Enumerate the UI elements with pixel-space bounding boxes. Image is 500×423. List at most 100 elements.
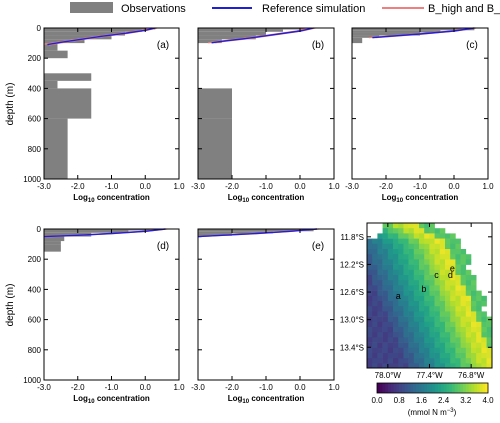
heatmap-cell xyxy=(398,311,404,317)
colorbar-segment xyxy=(440,383,444,393)
heatmap-cell xyxy=(403,233,409,239)
observation-bar xyxy=(44,35,112,40)
observation-bar xyxy=(352,30,441,33)
heatmap-cell xyxy=(424,233,430,239)
heatmap-cell xyxy=(372,254,378,260)
heatmap-cell xyxy=(408,347,415,354)
x-tick-label: -1.0 xyxy=(259,383,273,392)
observation-bar xyxy=(44,241,61,245)
heatmap-cell xyxy=(450,342,456,349)
station-label-d: d xyxy=(448,270,453,280)
heatmap-cell xyxy=(460,353,467,359)
heatmap-cell xyxy=(377,311,383,317)
heatmap-cell xyxy=(403,327,409,333)
heatmap-cell xyxy=(393,332,399,338)
heatmap-cell xyxy=(460,301,467,307)
heatmap-cell xyxy=(445,347,451,354)
heatmap-cell xyxy=(408,301,415,307)
colorbar-segment xyxy=(454,383,458,393)
heatmap-cell xyxy=(419,243,425,250)
heatmap-cell xyxy=(455,337,461,343)
heatmap-cell xyxy=(439,295,446,302)
panel-e: -3.0 -2.0 -1.0 0.0 1.0 (e) Log10 concentration xyxy=(191,228,340,405)
heatmap-cell xyxy=(372,358,378,364)
heatmap-cell xyxy=(408,249,415,255)
legend-reference-label: Reference simulation xyxy=(262,3,365,15)
heatmap-cell xyxy=(413,228,420,234)
heatmap-cell xyxy=(403,269,409,276)
map-x-tick-label: 76.8°W xyxy=(458,371,485,380)
heatmap-cell xyxy=(424,264,430,271)
heatmap-cell xyxy=(372,243,378,250)
x-tick-label: -2.0 xyxy=(225,182,239,191)
heatmap-cell xyxy=(403,332,409,338)
heatmap-cell xyxy=(455,285,461,291)
observation-bar xyxy=(44,29,142,32)
x-tick-label: -2.0 xyxy=(225,383,239,392)
heatmap-cell xyxy=(486,321,492,328)
heatmap-cell xyxy=(413,363,420,368)
heatmap-cell xyxy=(393,301,399,307)
heatmap-cell xyxy=(424,238,430,245)
heatmap-cell xyxy=(486,353,492,359)
heatmap-cell xyxy=(408,285,415,291)
heatmap-cell xyxy=(434,280,441,286)
heatmap-cell xyxy=(367,295,373,302)
heatmap-cell xyxy=(450,332,456,338)
heatmap-cell xyxy=(408,243,415,250)
heatmap-cell xyxy=(408,290,415,297)
heatmap-cell xyxy=(460,363,467,368)
x-tick-label: 0.0 xyxy=(294,383,306,392)
heatmap-cell xyxy=(476,311,482,317)
heatmap-cell xyxy=(455,332,461,338)
heatmap-cell xyxy=(382,285,389,291)
heatmap-cell xyxy=(382,275,389,281)
heatmap-cell xyxy=(486,358,492,364)
colorbar-segment xyxy=(379,383,383,393)
heatmap-cell xyxy=(424,254,430,260)
heatmap-cell xyxy=(403,311,409,317)
heatmap-cell xyxy=(429,358,435,364)
heatmap-cell xyxy=(460,254,467,260)
observation-bar xyxy=(352,32,420,36)
heatmap-cell xyxy=(434,363,441,368)
heatmap-cell xyxy=(382,254,389,260)
heatmap-cell xyxy=(465,327,472,333)
heatmap-cell xyxy=(387,249,394,255)
x-tick-label: -1.0 xyxy=(105,182,119,191)
heatmap-cell xyxy=(393,285,399,291)
heatmap-cell xyxy=(382,337,389,343)
observation-bar xyxy=(352,35,380,38)
panel-c: -3.0 -2.0 -1.0 0.0 1.0 (c) Log10 concentration xyxy=(345,27,494,204)
heatmap-cell xyxy=(429,254,435,260)
heatmap-cell xyxy=(434,316,441,323)
heatmap-cell xyxy=(455,342,461,349)
observation-bar xyxy=(44,31,125,36)
heatmap-cell xyxy=(481,316,487,323)
heatmap-cell xyxy=(450,337,456,343)
heatmap-cell xyxy=(460,342,467,349)
heatmap-cell xyxy=(367,332,373,338)
heatmap-cell xyxy=(429,243,435,250)
heatmap-cell xyxy=(413,332,420,338)
heatmap-cell xyxy=(450,259,456,265)
heatmap-cell xyxy=(382,228,389,234)
heatmap-cell xyxy=(387,269,394,276)
heatmap-cell xyxy=(367,243,373,250)
heatmap-cell xyxy=(445,316,451,323)
heatmap-cell xyxy=(387,275,394,281)
heatmap-cell xyxy=(429,342,435,349)
y-tick-label: 200 xyxy=(28,54,42,63)
colorbar-segment xyxy=(479,383,483,393)
heatmap-cell xyxy=(393,269,399,276)
heatmap-cell xyxy=(403,295,409,302)
reference-line xyxy=(197,228,318,238)
heatmap-cell xyxy=(476,347,482,354)
heatmap-cell xyxy=(387,238,394,245)
heatmap-cell xyxy=(465,363,472,368)
heatmap-cell xyxy=(398,332,404,338)
heatmap-cell xyxy=(429,280,435,286)
heatmap-cell xyxy=(387,353,394,359)
heatmap-cell xyxy=(434,306,441,312)
x-axis-title: Log10 concentration xyxy=(73,394,150,405)
